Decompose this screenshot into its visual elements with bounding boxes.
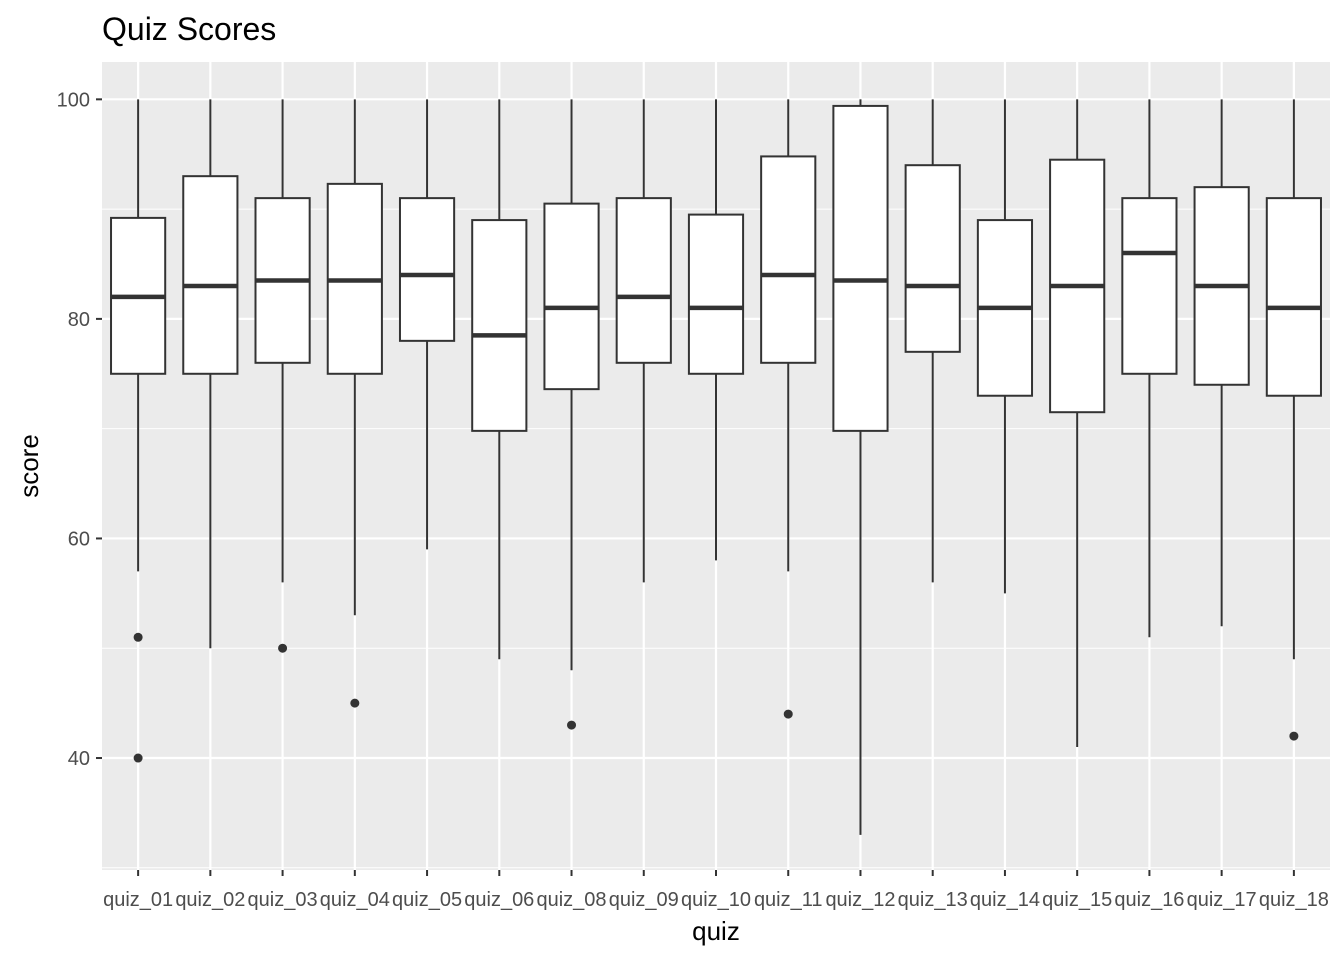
box-group-quiz_18 — [1265, 99, 1322, 741]
y-axis-title: score — [14, 434, 44, 498]
outlier-point — [133, 632, 143, 642]
box-group-quiz_10 — [687, 99, 745, 561]
box-group-quiz_09 — [615, 99, 672, 583]
box-group-quiz_14 — [976, 99, 1034, 594]
box — [471, 219, 528, 432]
x-tick-label: quiz_17 — [1187, 889, 1257, 911]
box-group-quiz_17 — [1193, 99, 1250, 627]
box-group-quiz_04 — [326, 99, 383, 708]
x-tick-label: quiz_15 — [1042, 889, 1112, 911]
box — [1265, 197, 1322, 397]
box-group-quiz_13 — [904, 99, 961, 583]
box-group-quiz_15 — [1049, 99, 1106, 748]
box — [1121, 197, 1178, 375]
y-tick-label: 80 — [68, 309, 90, 331]
box-group-quiz_03 — [254, 99, 311, 653]
x-tick-label: quiz_06 — [464, 889, 534, 911]
x-tick-label: quiz_14 — [970, 889, 1040, 911]
box — [543, 202, 600, 391]
box — [760, 155, 817, 364]
box-layer — [110, 99, 1322, 835]
x-tick-label: quiz_11 — [754, 889, 823, 911]
x-tick-label: quiz_13 — [898, 889, 968, 911]
box-group-quiz_05 — [398, 99, 456, 550]
x-tick-label: quiz_18 — [1259, 889, 1329, 911]
box-group-quiz_11 — [760, 99, 817, 719]
x-tick-label: quiz_09 — [609, 889, 679, 911]
box-group-quiz_01 — [110, 99, 167, 763]
box — [398, 197, 456, 342]
box — [832, 104, 889, 432]
x-tick-label: quiz_08 — [536, 889, 606, 911]
box — [182, 175, 239, 375]
x-tick-label: quiz_05 — [392, 889, 462, 911]
x-tick-label: quiz_01 — [103, 889, 173, 911]
x-tick-label: quiz_16 — [1114, 889, 1184, 911]
x-tick-label: quiz_10 — [681, 889, 751, 911]
box — [615, 197, 672, 364]
x-tick-label: quiz_02 — [175, 889, 245, 911]
box-group-quiz_12 — [832, 99, 889, 835]
outlier-point — [1289, 731, 1299, 741]
x-axis-title: quiz — [692, 916, 740, 946]
box-group-quiz_06 — [471, 99, 528, 660]
outlier-point — [350, 698, 360, 708]
box-group-quiz_16 — [1121, 99, 1178, 638]
x-tick-label: quiz_03 — [248, 889, 318, 911]
outlier-point — [567, 720, 577, 730]
y-tick-label: 40 — [68, 748, 90, 770]
outlier-point — [133, 753, 143, 763]
outlier-point — [278, 643, 288, 653]
y-tick-label: 60 — [68, 528, 90, 550]
box — [687, 213, 745, 375]
box — [904, 164, 961, 353]
x-tick-label: quiz_12 — [825, 889, 895, 911]
chart-title: Quiz Scores — [102, 11, 276, 47]
box-group-quiz_08 — [543, 99, 600, 730]
y-tick-label: 100 — [57, 89, 90, 111]
outlier-point — [783, 709, 793, 719]
box-group-quiz_02 — [182, 99, 239, 649]
x-tick-label: quiz_04 — [320, 889, 390, 911]
